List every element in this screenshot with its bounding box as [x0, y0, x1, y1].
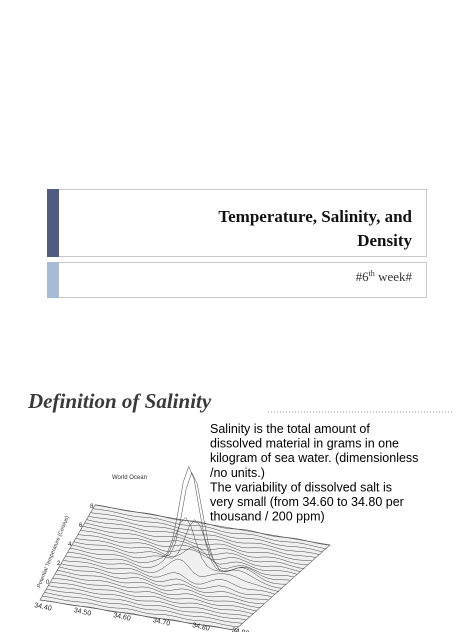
surface-line [61, 563, 272, 597]
surface-line [88, 516, 320, 555]
surface-line [80, 530, 305, 569]
slide-title: Definition of Salinity [27, 389, 212, 413]
title-accent [47, 189, 59, 257]
surface-line [50, 581, 254, 615]
surface-line [71, 471, 290, 581]
surface-line [75, 538, 298, 575]
surface-line [94, 504, 331, 546]
y-tick-label: 6 [79, 523, 83, 529]
surface-line [78, 534, 301, 573]
subtitle-accent [47, 262, 59, 298]
y-tick-label: 8 [90, 504, 94, 510]
surface-line [48, 585, 250, 617]
x-tick-label: 34.90 [231, 627, 250, 632]
x-tick-label: 34.80 [192, 622, 211, 632]
slide-title: Temperature, Salinity, and [218, 207, 412, 226]
subtitle-sup: th [369, 269, 375, 278]
surface-line [84, 522, 312, 562]
surface-line [52, 577, 257, 612]
body-line: dissolved material in grams in one [210, 437, 399, 451]
x-tick-label: 34.40 [34, 602, 53, 613]
subtitle-text: #6 [356, 269, 370, 284]
surface-line [73, 519, 294, 578]
surface-line [92, 508, 327, 550]
surface-line [54, 573, 261, 608]
surface-line [67, 517, 283, 589]
body-line: /no units.) [210, 466, 265, 480]
surface-line [90, 512, 323, 553]
body-line: very small (from 34.60 to 34.80 per [210, 495, 404, 509]
surface-line [39, 599, 236, 631]
surface-line [82, 526, 309, 566]
y-tick-label: 2 [57, 561, 61, 567]
surface-line [46, 588, 247, 620]
slide-title: Density [357, 231, 412, 250]
surface-line [56, 569, 265, 604]
subtitle-box [47, 262, 427, 298]
body-line: kilogram of sea water. (dimensionless [210, 451, 418, 465]
figure-label: World Ocean [112, 475, 147, 481]
x-tick-label: 34.50 [73, 607, 92, 618]
body-line: thousand / 200 ppm) [210, 510, 325, 524]
figure-ticks: 34.40 34.50 34.60 34.70 34.80 34.90 0 2 4 6 8 [34, 504, 250, 632]
surface-line [63, 560, 276, 595]
surface-line [58, 566, 268, 601]
surface-line [42, 595, 239, 628]
body-line: The variability of dissolved salt is [210, 480, 392, 494]
subtitle-text: week# [375, 269, 413, 284]
surface-line [69, 465, 287, 585]
subtitle: #6th week# [356, 269, 413, 284]
surface-line [86, 519, 316, 558]
body-text: Salinity is the total amount ofdissolved… [210, 422, 418, 524]
surface-line [65, 556, 279, 592]
y-tick-label: 0 [46, 580, 50, 586]
body-line: Salinity is the total amount of [210, 422, 370, 436]
surface-line [44, 592, 243, 624]
x-tick-label: 34.60 [113, 612, 132, 623]
y-tick-label: 4 [68, 542, 72, 548]
x-tick-label: 34.70 [152, 617, 171, 628]
title-box [47, 189, 427, 257]
surface-lines [39, 465, 331, 631]
